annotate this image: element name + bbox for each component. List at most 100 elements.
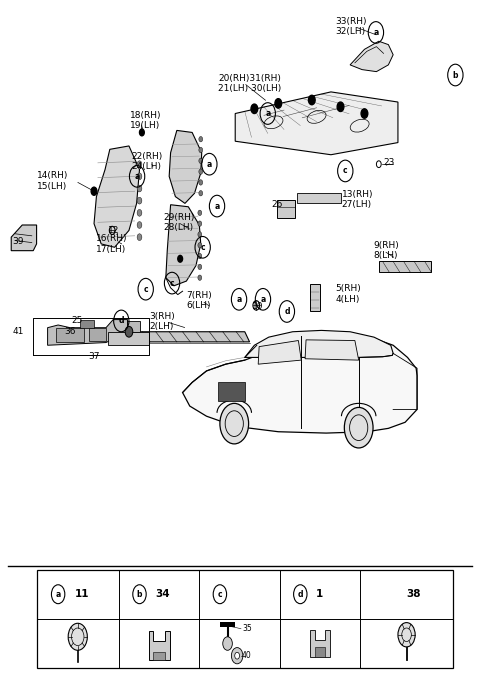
Circle shape [137, 161, 142, 168]
Text: b: b [137, 590, 142, 598]
Circle shape [198, 221, 202, 226]
Text: 12: 12 [108, 226, 119, 235]
Circle shape [275, 99, 282, 108]
Polygon shape [169, 131, 202, 203]
Text: a: a [215, 202, 220, 211]
Polygon shape [94, 146, 140, 247]
Circle shape [198, 275, 202, 280]
Text: 7(RH)
6(LH): 7(RH) 6(LH) [186, 291, 212, 310]
Text: 39: 39 [12, 237, 24, 246]
Polygon shape [111, 332, 250, 342]
Text: 40: 40 [242, 651, 252, 660]
Circle shape [198, 242, 202, 248]
Polygon shape [118, 321, 141, 332]
Text: c: c [144, 285, 148, 294]
Text: c: c [170, 279, 174, 288]
Circle shape [337, 102, 344, 112]
Polygon shape [298, 193, 340, 203]
Polygon shape [149, 632, 169, 661]
Circle shape [137, 197, 142, 204]
Text: d: d [298, 590, 303, 598]
Circle shape [309, 95, 315, 105]
Text: b: b [453, 70, 458, 79]
Circle shape [223, 637, 232, 651]
Text: 34: 34 [156, 589, 170, 599]
Polygon shape [235, 92, 398, 155]
Polygon shape [11, 225, 36, 250]
Text: 26: 26 [271, 200, 283, 209]
Text: 10: 10 [252, 302, 264, 311]
Circle shape [235, 653, 240, 659]
Polygon shape [108, 332, 149, 345]
Circle shape [199, 190, 203, 196]
Polygon shape [182, 335, 417, 433]
Circle shape [125, 326, 133, 337]
Text: c: c [343, 167, 348, 175]
Text: a: a [260, 294, 265, 304]
Text: a: a [373, 28, 379, 37]
Circle shape [199, 158, 203, 164]
Text: 3(RH)
2(LH): 3(RH) 2(LH) [149, 312, 175, 331]
Text: a: a [56, 590, 61, 598]
Polygon shape [277, 200, 295, 218]
Text: 41: 41 [12, 326, 24, 336]
Polygon shape [89, 328, 106, 341]
Polygon shape [245, 330, 393, 357]
Text: 33(RH)
32(LH): 33(RH) 32(LH) [336, 17, 367, 36]
Polygon shape [305, 340, 359, 360]
Circle shape [198, 264, 202, 269]
Polygon shape [220, 622, 235, 627]
Circle shape [251, 104, 258, 114]
Text: c: c [200, 243, 205, 252]
Polygon shape [311, 630, 329, 657]
Text: 23: 23 [384, 158, 395, 167]
Circle shape [231, 648, 243, 664]
Text: 11: 11 [75, 589, 89, 599]
Text: 18(RH)
19(LH): 18(RH) 19(LH) [130, 110, 161, 130]
Circle shape [199, 148, 203, 153]
Polygon shape [218, 382, 245, 401]
Circle shape [198, 210, 202, 215]
Text: 25: 25 [72, 315, 83, 325]
Circle shape [220, 403, 249, 444]
Text: 16(RH)
17(LH): 16(RH) 17(LH) [96, 234, 128, 254]
Text: 14(RH)
15(LH): 14(RH) 15(LH) [37, 171, 69, 191]
Circle shape [68, 624, 87, 651]
Circle shape [198, 232, 202, 237]
Circle shape [199, 169, 203, 174]
Polygon shape [56, 328, 84, 342]
Circle shape [361, 109, 368, 118]
Polygon shape [258, 341, 301, 364]
Circle shape [398, 623, 415, 647]
Text: 20(RH)31(RH)
21(LH) 30(LH): 20(RH)31(RH) 21(LH) 30(LH) [218, 74, 282, 93]
Circle shape [199, 179, 203, 185]
Polygon shape [379, 261, 432, 272]
Polygon shape [80, 320, 94, 328]
Text: 22(RH)
24(LH): 22(RH) 24(LH) [131, 152, 162, 171]
Text: 5(RH)
4(LH): 5(RH) 4(LH) [336, 284, 361, 303]
Text: 35: 35 [242, 624, 252, 633]
Text: c: c [217, 590, 222, 598]
Circle shape [344, 408, 373, 448]
Text: 13(RH)
27(LH): 13(RH) 27(LH) [341, 190, 373, 209]
Text: 29(RH)
28(LH): 29(RH) 28(LH) [163, 213, 195, 232]
Text: 1: 1 [316, 589, 324, 599]
Circle shape [137, 173, 142, 179]
Text: a: a [265, 109, 270, 118]
Circle shape [91, 187, 97, 195]
Circle shape [198, 253, 202, 259]
Circle shape [137, 221, 142, 228]
Polygon shape [315, 647, 324, 657]
Polygon shape [154, 652, 165, 661]
Circle shape [137, 209, 142, 216]
Circle shape [178, 255, 182, 262]
Text: d: d [284, 307, 289, 316]
Polygon shape [311, 284, 320, 311]
Text: 9(RH)
8(LH): 9(RH) 8(LH) [373, 241, 399, 261]
Circle shape [140, 129, 144, 136]
Text: a: a [134, 172, 140, 181]
Polygon shape [350, 41, 393, 72]
Circle shape [199, 137, 203, 142]
Circle shape [137, 185, 142, 192]
Circle shape [137, 234, 142, 240]
